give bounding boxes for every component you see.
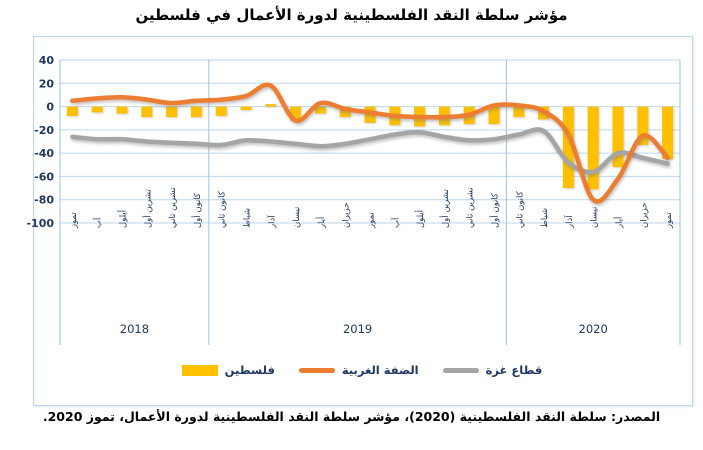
legend-label-gaza: قطاع غزة <box>485 363 543 377</box>
legend-label-palestine: فلسطين <box>224 363 275 377</box>
chart-legend: فلسطين الضفة الغربية قطاع غزة <box>33 363 691 377</box>
chart-box <box>33 36 693 406</box>
legend-item-gaza: قطاع غزة <box>442 363 543 377</box>
legend-item-palestine: فلسطين <box>181 363 275 377</box>
gaza-line-swatch <box>442 367 479 373</box>
source-citation: المصدر: سلطة النقد الفلسطينية (2020)، مؤ… <box>42 409 661 424</box>
palestine-bar-swatch <box>181 364 218 376</box>
legend-item-west-bank: الضفة الغربية <box>298 363 419 377</box>
legend-label-west-bank: الضفة الغربية <box>341 363 419 377</box>
chart-title: مؤشر سلطة النقد الفلسطينية لدورة الأعمال… <box>135 6 568 24</box>
west-bank-line-swatch <box>298 367 335 373</box>
